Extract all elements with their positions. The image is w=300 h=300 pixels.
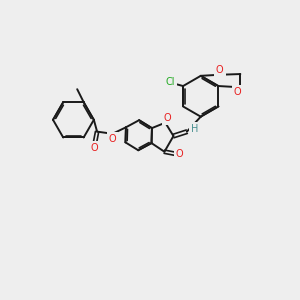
Text: O: O [234,87,241,97]
Text: O: O [109,134,116,144]
Text: O: O [91,143,98,153]
Text: O: O [176,149,183,160]
Text: H: H [190,124,198,134]
Text: O: O [216,65,224,75]
Text: Cl: Cl [165,77,175,87]
Text: O: O [164,113,172,123]
